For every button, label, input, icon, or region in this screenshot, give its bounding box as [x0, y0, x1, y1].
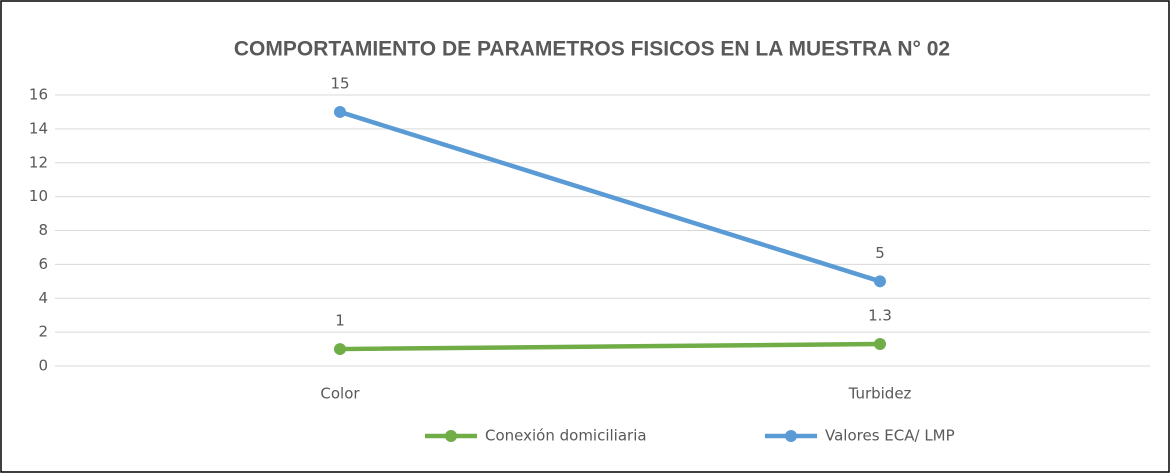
- y-tick-label: 0: [38, 357, 48, 375]
- x-tick-label: Color: [320, 385, 360, 403]
- legend-marker: [445, 430, 457, 442]
- y-tick-label: 8: [38, 221, 48, 239]
- data-label: 5: [875, 244, 885, 262]
- data-point: [334, 343, 346, 356]
- y-tick-label: 16: [29, 86, 48, 104]
- y-tick-label: 14: [29, 119, 48, 137]
- legend-label: Valores ECA/ LMP: [825, 427, 955, 445]
- data-point: [334, 105, 346, 118]
- y-tick-label: 10: [29, 187, 48, 205]
- y-tick-label: 6: [38, 255, 48, 273]
- series-line: [337, 341, 883, 352]
- y-tick-label: 2: [38, 323, 48, 341]
- y-tick-label: 12: [29, 153, 48, 171]
- data-point: [874, 275, 886, 288]
- data-label: 15: [330, 74, 349, 92]
- legend-marker: [785, 430, 797, 442]
- x-tick-label: Turbidez: [848, 385, 912, 403]
- legend-label: Conexión domiciliaria: [485, 427, 647, 445]
- data-point: [874, 337, 886, 350]
- y-tick-label: 4: [38, 289, 48, 307]
- data-label: 1: [335, 312, 345, 330]
- chart-title: COMPORTAMIENTO DE PARAMETROS FISICOS EN …: [234, 38, 950, 61]
- series-line: [337, 109, 883, 284]
- data-label: 1.3: [868, 306, 892, 324]
